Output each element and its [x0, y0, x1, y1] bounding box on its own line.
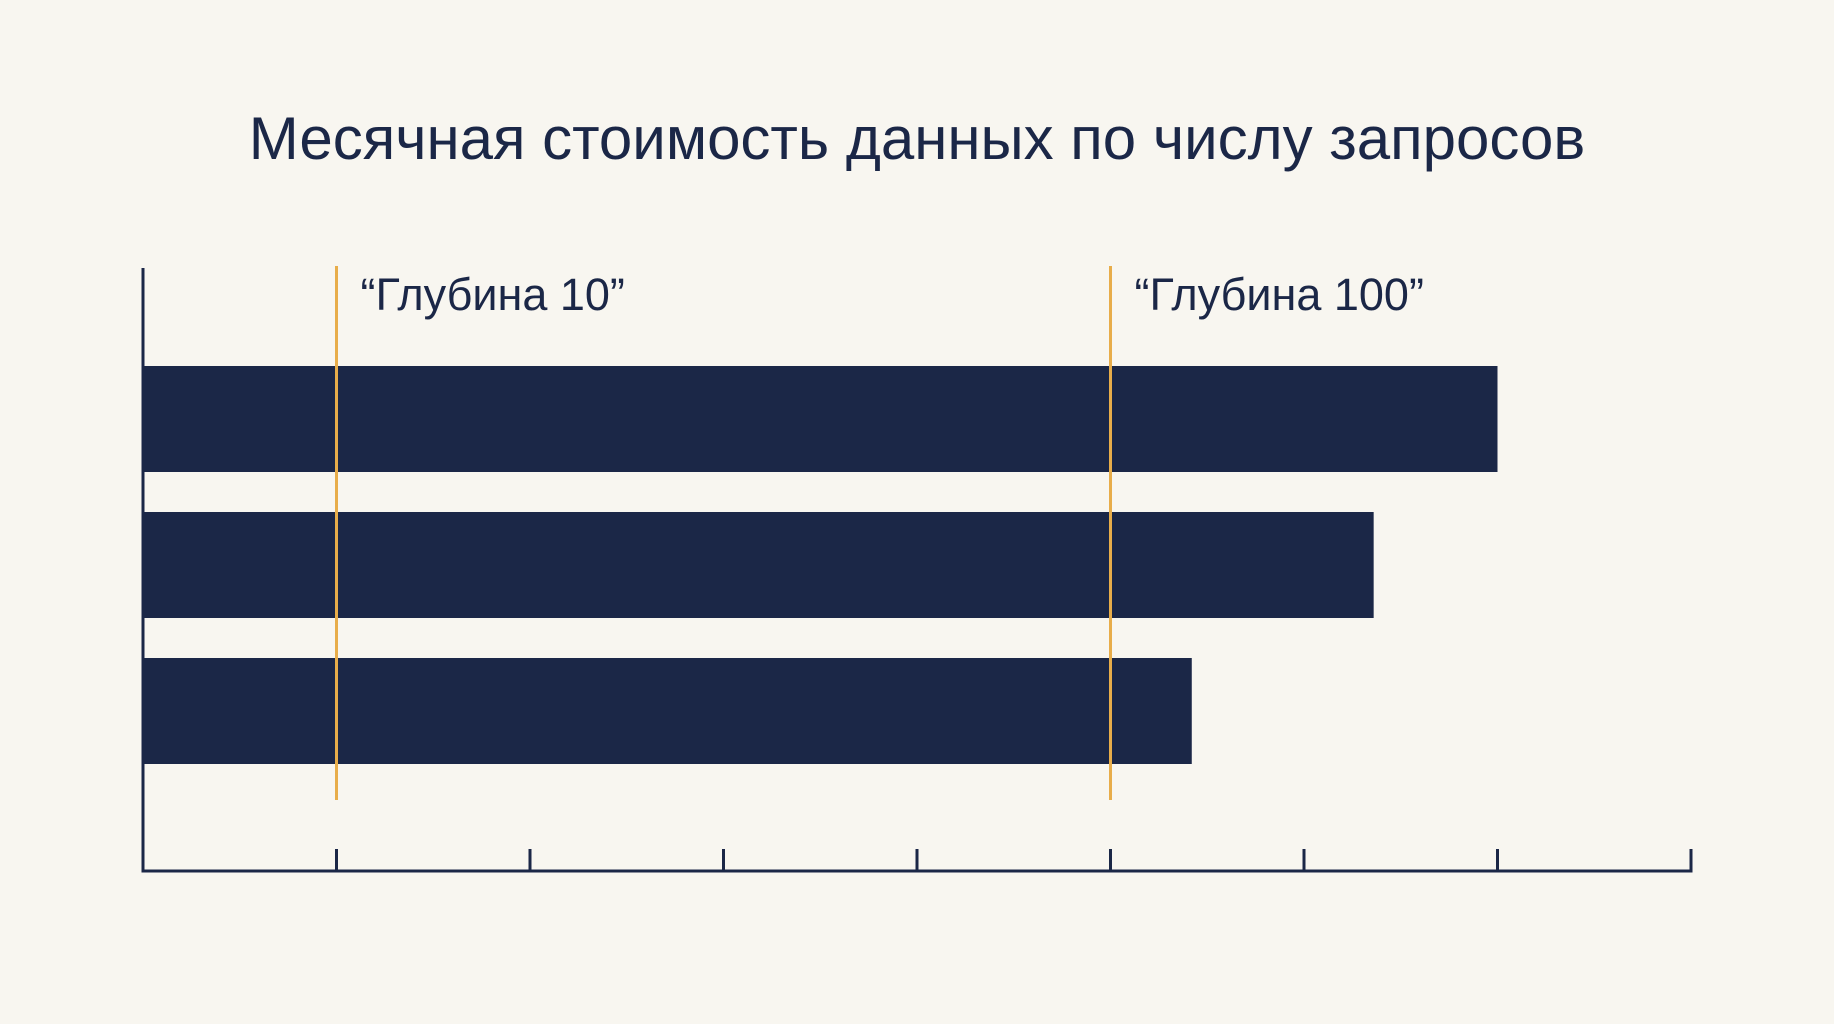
- reference-lines-group: “Глубина 10” “Глубина 100”: [335, 266, 1424, 800]
- bar-2: [143, 512, 1374, 618]
- axes-group: [141, 268, 1693, 873]
- chart-title: Месячная стоимость данных по числу запро…: [249, 105, 1586, 172]
- bars-group: [143, 366, 1498, 764]
- bar-1: [143, 366, 1498, 472]
- reference-line-label-1: “Глубина 10”: [361, 269, 625, 320]
- bar-3: [143, 658, 1192, 764]
- reference-line-label-2: “Глубина 100”: [1135, 269, 1424, 320]
